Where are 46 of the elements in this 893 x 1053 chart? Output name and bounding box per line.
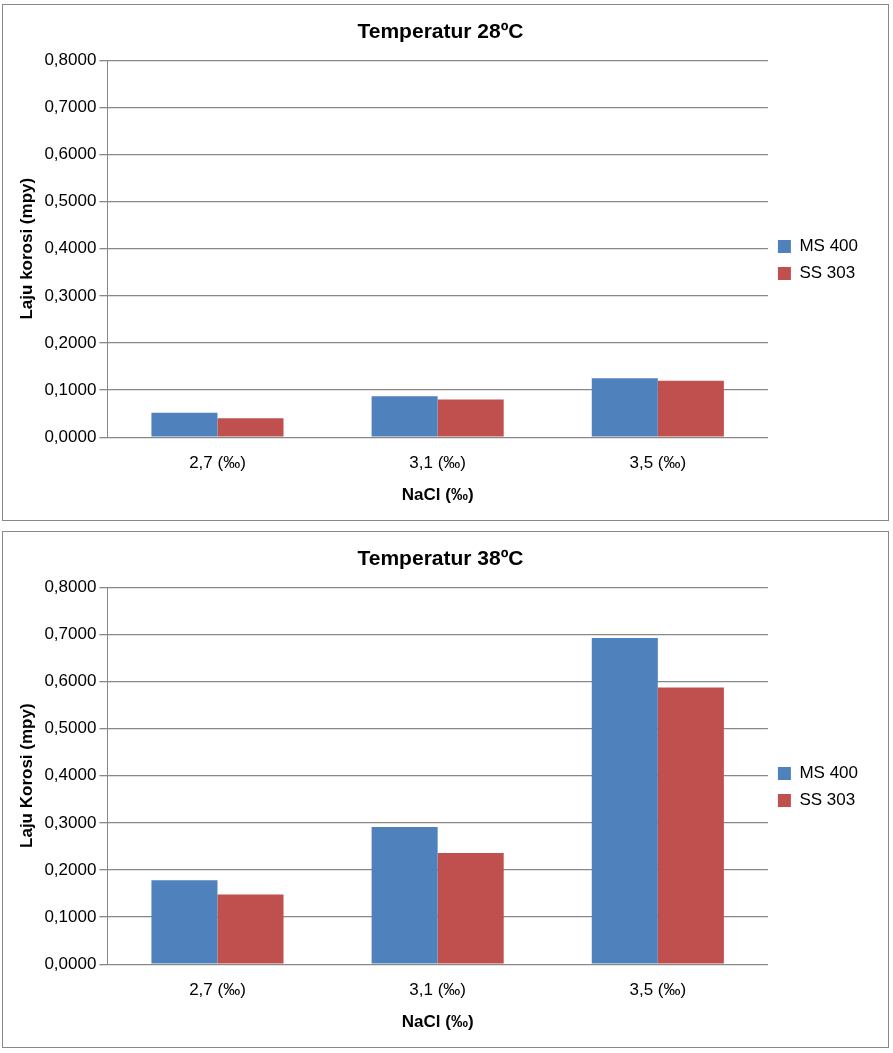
y-tick-label: 0,2000 <box>44 332 97 352</box>
bar <box>591 378 658 437</box>
y-tick-label: 0,8000 <box>44 576 97 596</box>
y-tick-label: 0,1000 <box>44 906 97 926</box>
bar <box>657 380 724 437</box>
legend-label: MS 400 <box>799 763 859 783</box>
chart-title: Temperatur 28ºC <box>357 19 524 43</box>
y-tick-label: 0,4000 <box>44 765 97 785</box>
bar <box>591 638 658 964</box>
bar <box>217 894 284 964</box>
y-tick-label: 0,2000 <box>44 859 97 879</box>
y-tick-label: 0,7000 <box>44 97 97 117</box>
bar <box>151 880 218 964</box>
chart-title: Temperatur 38ºC <box>357 546 524 570</box>
bar <box>371 827 438 964</box>
x-axis-title: NaCl (‰) <box>401 1012 474 1032</box>
y-tick-label: 0,6000 <box>44 144 97 164</box>
x-tick-label: 3,5 (‰) <box>629 980 687 1000</box>
legend-label: MS 400 <box>799 236 859 256</box>
y-tick-label: 0,1000 <box>44 379 97 399</box>
y-tick-label: 0,0000 <box>44 426 97 446</box>
bar <box>437 852 504 964</box>
bar <box>371 396 438 437</box>
y-axis-title: Laju korosi (mpy) <box>16 177 36 320</box>
x-tick-label: 2,7 (‰) <box>189 980 246 1000</box>
x-tick-label: 3,1 (‰) <box>409 453 466 473</box>
y-tick-label: 0,3000 <box>44 812 97 832</box>
y-tick-label: 0,4000 <box>44 238 97 258</box>
bar <box>657 687 724 964</box>
legend-label: SS 303 <box>799 263 856 283</box>
y-axis-title: Laju Korosi (mpy) <box>16 703 36 848</box>
y-tick-label: 0,3000 <box>44 285 97 305</box>
y-tick-label: 0,8000 <box>44 49 97 69</box>
x-tick-label: 3,1 (‰) <box>409 980 466 1000</box>
y-tick-label: 0,5000 <box>44 718 97 738</box>
legend-label: SS 303 <box>799 790 856 810</box>
x-tick-label: 3,5 (‰) <box>629 453 687 473</box>
y-tick-label: 0,6000 <box>44 671 97 691</box>
y-tick-label: 0,5000 <box>44 191 97 211</box>
y-tick-label: 0,7000 <box>44 624 97 644</box>
y-tick-label: 0,0000 <box>44 953 97 973</box>
bar <box>437 399 504 437</box>
bar <box>217 418 284 437</box>
x-tick-label: 2,7 (‰) <box>189 453 246 473</box>
bar <box>151 412 218 437</box>
x-axis-title: NaCl (‰) <box>401 485 474 505</box>
